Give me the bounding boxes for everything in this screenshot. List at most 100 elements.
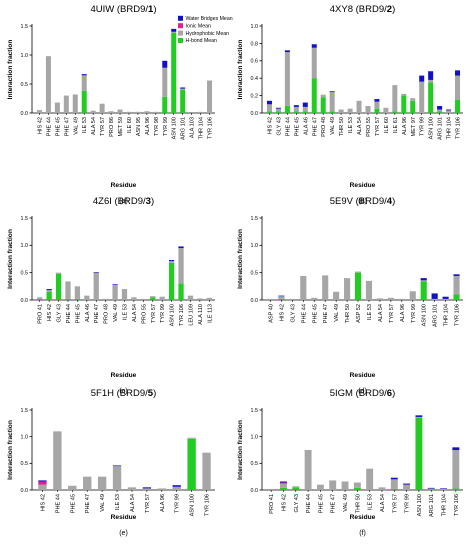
panel-title-prefix: 5IGM (BRD9/ xyxy=(330,388,387,399)
x-tick-label: ARG 101 xyxy=(429,494,435,517)
bar-segment-h-bond-mean xyxy=(180,89,186,113)
bar-segment-h-bond-mean xyxy=(427,489,435,491)
bar-segment-water-bridges-mean xyxy=(442,296,449,299)
panel-title-number: 5 xyxy=(148,388,154,399)
x-tick-label: GLY 43 xyxy=(57,304,63,322)
x-tick-label: ASN 100 xyxy=(422,304,428,326)
x-tick-label: GLY 43 xyxy=(276,117,282,135)
bar-segment-hydrophobic-mean xyxy=(112,284,118,300)
bar-segment-water-bridges-mean xyxy=(428,71,434,80)
bar-segment-h-bond-mean xyxy=(420,281,427,300)
bar-segment-water-bridges-mean xyxy=(171,28,177,32)
panel-b: 4XY8 (BRD9/2) 0.0 0.2 0.4 0.6 0.8 1.0 Interacti… xyxy=(237,4,463,205)
bar-segment-hydrophobic-mean xyxy=(356,100,362,113)
bar-segment-h-bond-mean xyxy=(455,99,461,113)
bar-segment-h-bond-mean xyxy=(171,32,177,113)
bar-segment-h-bond-mean xyxy=(353,487,361,490)
bar-segment-h-bond-mean xyxy=(46,291,52,300)
y-tick-label: 0.0 xyxy=(251,298,259,304)
x-tick-label: PHE 45 xyxy=(294,117,300,136)
bar-segment-water-bridges-mean xyxy=(38,480,47,482)
bar-segment-hydrophobic-mean xyxy=(168,261,175,263)
bar-segment-h-bond-mean xyxy=(453,294,460,300)
bar-segment-hydrophobic-mean xyxy=(135,111,141,113)
x-tick-label: MET 59 xyxy=(118,117,124,136)
bar-segment-hydrophobic-mean xyxy=(415,416,423,418)
x-tick-label: ALA 54 xyxy=(378,304,384,322)
x-tick-label: TYR 106 xyxy=(205,494,211,516)
x-axis-label: Residue xyxy=(350,372,376,379)
x-tick-label: ASN 100 xyxy=(429,117,435,139)
panel-c: 4Z6I (BRD9/3) 0.0 0.5 1.0 1.5 Interaction fra… xyxy=(7,196,215,395)
bar-segment-h-bond-mean xyxy=(452,488,460,490)
bar-segment-hydrophobic-mean xyxy=(320,94,326,98)
panel-title-suffix: ) xyxy=(153,4,156,15)
x-tick-label: GLY 43 xyxy=(290,304,296,322)
panel-letter: (d) xyxy=(358,388,367,395)
x-tick-label: ILE 53 xyxy=(115,494,121,510)
bar-segment-hydrophobic-mean xyxy=(398,298,405,300)
bar-segment-water-bridges-mean xyxy=(455,70,461,76)
x-tick-label: ASN 100 xyxy=(417,494,423,516)
x-tick-label: PRO 48 xyxy=(321,117,327,137)
bar-segment-hydrophobic-mean xyxy=(202,452,211,490)
bar-segment-water-bridges-mean xyxy=(93,272,99,273)
y-tick-label: 1.5 xyxy=(251,408,259,414)
bar-segment-hydrophobic-mean xyxy=(153,111,159,113)
y-tick-label: 0.5 xyxy=(251,461,259,467)
bar-segment-water-bridges-mean xyxy=(46,289,52,291)
x-axis-label: Residue xyxy=(111,372,137,379)
x-tick-label: TYR 106 xyxy=(208,117,214,139)
panel-letter: (e) xyxy=(119,530,128,537)
bar-segment-h-bond-mean xyxy=(187,438,196,490)
bar-segment-water-bridges-mean xyxy=(437,106,443,110)
panel-title-suffix: ) xyxy=(392,4,395,15)
bar-segment-water-bridges-mean xyxy=(278,295,285,297)
bar-segment-hydrophobic-mean xyxy=(74,286,81,299)
y-axis-label: Interaction fraction xyxy=(237,420,244,480)
bar-segment-h-bond-mean xyxy=(354,272,362,300)
bar-segment-hydrophobic-mean xyxy=(162,67,168,97)
panel-title-prefix: 4UIW (BRD9/ xyxy=(90,4,148,15)
bar-segment-hydrophobic-mean xyxy=(90,110,96,113)
bar-segment-hydrophobic-mean xyxy=(157,488,166,490)
x-tick-label: ILE 61 xyxy=(393,117,399,133)
x-tick-label: GLY 43 xyxy=(294,494,300,512)
x-tick-label: TYR 57 xyxy=(100,117,106,136)
bar-segment-water-bridges-mean xyxy=(142,487,152,489)
x-axis-label: Residue xyxy=(111,514,137,521)
panel-title: 5IGM (BRD9/6) xyxy=(330,388,395,399)
bar-segment-hydrophobic-mean xyxy=(198,111,204,113)
y-tick-label: 0.4 xyxy=(251,76,259,82)
x-axis-label: Residue xyxy=(111,182,137,189)
bar-segment-h-bond-mean xyxy=(74,298,81,300)
legend-label: H-bond Mean xyxy=(186,38,218,44)
panel-title-number: 3 xyxy=(146,196,151,207)
panel-e: 5F1H (BRD9/5) 0.0 0.5 1.0 1.5 Interaction fra… xyxy=(7,388,215,537)
bar-segment-h-bond-mean xyxy=(390,488,398,490)
bar-segment-h-bond-mean xyxy=(37,298,43,300)
bar-segment-hydrophobic-mean xyxy=(172,486,181,490)
bar-segment-h-bond-mean xyxy=(415,418,423,490)
x-tick-label: THR 104 xyxy=(447,117,453,139)
x-tick-label: ASN 100 xyxy=(172,117,178,139)
bar-segment-water-bridges-mean xyxy=(311,44,317,48)
x-tick-label: ALA 110 xyxy=(198,304,204,325)
panel-title-suffix: ) xyxy=(392,196,395,207)
panel-letter: (f) xyxy=(359,530,366,537)
bar-segment-hydrophobic-mean xyxy=(36,110,42,113)
legend-swatch xyxy=(178,15,183,21)
bar-segment-hydrophobic-mean xyxy=(150,296,156,298)
bar-segment-water-bridges-mean xyxy=(302,102,308,107)
bar-segment-water-bridges-mean xyxy=(420,278,427,281)
bar-segment-water-bridges-mean xyxy=(168,260,175,262)
bar-segment-hydrophobic-mean xyxy=(378,487,386,490)
x-tick-label: PRO 48 xyxy=(104,304,110,324)
y-tick-label: 0.2 xyxy=(251,94,259,100)
bar-segment-water-bridges-mean xyxy=(180,87,186,89)
bar-segment-hydrophobic-mean xyxy=(131,297,137,300)
bar-segment-h-bond-mean xyxy=(168,262,175,300)
bar-segment-h-bond-mean xyxy=(55,273,62,300)
bar-segment-hydrophobic-mean xyxy=(392,85,398,112)
panel-d: 5E9V (BRD9/4) 0.0 0.5 1.0 1.5 Interaction fra… xyxy=(237,196,463,395)
